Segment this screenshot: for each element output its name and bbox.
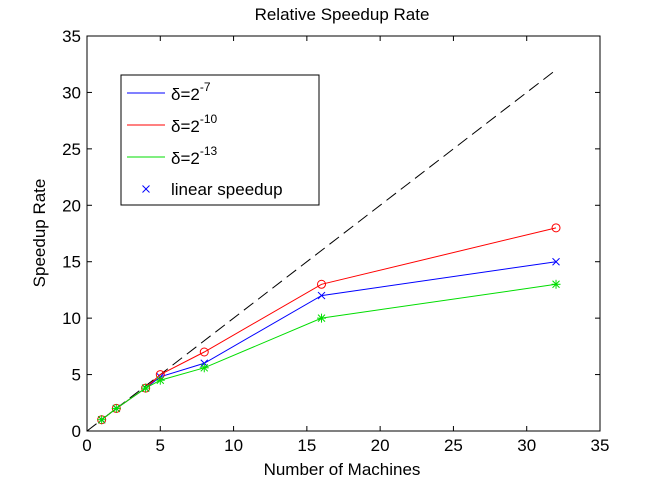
legend-label-base: δ=2: [171, 85, 200, 104]
series-2-point: [141, 383, 151, 393]
x-tick-label: 25: [444, 436, 463, 455]
series-1-point-shape: [551, 223, 561, 233]
series-2-point: [551, 279, 561, 289]
legend-label-exponent: -7: [200, 80, 211, 94]
legend-label-exponent: -10: [200, 112, 218, 126]
legend-box: [120, 74, 320, 206]
series-1-point: [551, 223, 561, 233]
legend-label-base: δ=2: [171, 117, 200, 136]
x-tick-label: 5: [156, 436, 165, 455]
series-0-point: [317, 291, 326, 300]
series-1-point-shape: [317, 279, 327, 289]
series-1-point: [317, 279, 327, 289]
series-2-point: [97, 415, 107, 425]
y-axis-label: Speedup Rate: [30, 179, 49, 288]
y-tick-label: 20: [62, 196, 81, 215]
legend-label-0: δ=2-7: [171, 80, 211, 104]
legend-label-2: δ=2-13: [171, 144, 218, 168]
y-tick-label: 15: [62, 253, 81, 272]
y-tick-label: 25: [62, 140, 81, 159]
series-0-point-stroke-b: [317, 291, 326, 300]
series-0-point: [552, 257, 560, 266]
x-tick-label: 0: [82, 436, 91, 455]
legend-label-exponent: -13: [200, 144, 218, 158]
x-tick-label: 35: [591, 436, 610, 455]
series-2-point: [317, 313, 327, 323]
y-tick-label: 35: [62, 27, 81, 46]
x-tick-label: 15: [297, 436, 316, 455]
y-tick-label: 30: [62, 83, 81, 102]
x-tick-label: 20: [371, 436, 390, 455]
series-1-point-shape: [199, 347, 209, 357]
series-0-point-stroke-b: [552, 257, 560, 266]
y-tick-label: 5: [72, 366, 81, 385]
series-2-point: [155, 375, 165, 385]
legend-swatch-linear: [142, 185, 150, 193]
linear-speedup-reference-line: [86, 69, 557, 432]
x-tick-label: 10: [224, 436, 243, 455]
series-2-point: [111, 403, 121, 413]
series-1-point: [199, 347, 209, 357]
chart-title: Relative Speedup Rate: [255, 5, 430, 24]
x-axis-label: Number of Machines: [264, 460, 421, 479]
legend-label-1: δ=2-10: [171, 112, 218, 136]
series-2-point: [199, 363, 209, 373]
legend-label-base: δ=2: [171, 149, 200, 168]
x-tick-label: 30: [517, 436, 536, 455]
legend-label-linear: linear speedup: [171, 180, 283, 199]
y-tick-label: 0: [72, 422, 81, 441]
legend-swatch-linear-stroke-b: [142, 185, 150, 193]
y-tick-label: 10: [62, 309, 81, 328]
